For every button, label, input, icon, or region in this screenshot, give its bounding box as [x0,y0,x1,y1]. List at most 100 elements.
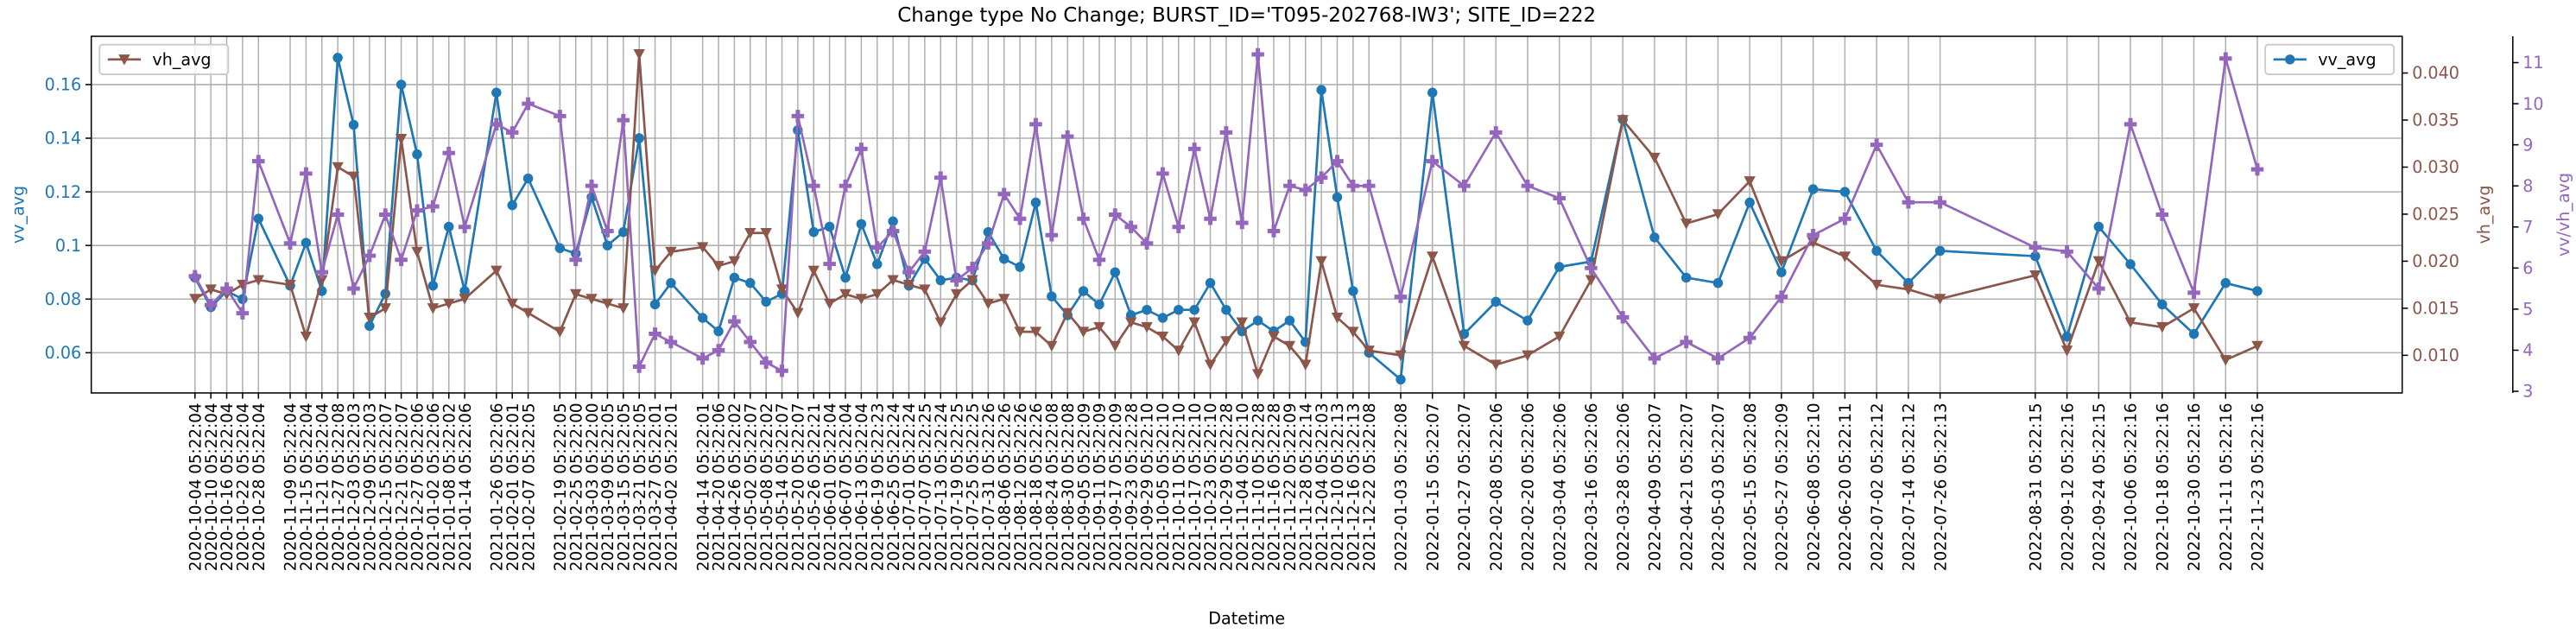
marker [1220,336,1232,347]
marker [1839,212,1851,225]
marker [1395,350,1407,362]
marker [1314,171,1328,184]
marker [522,173,534,184]
x-tick-label: 2021-12-10 05:22:13 [1329,403,1347,571]
marker [1156,167,1169,181]
marker [1744,176,1756,187]
marker [1775,290,1788,303]
marker [919,284,931,295]
marker [506,298,518,310]
x-tick-label: 2022-01-15 05:22:07 [1424,403,1442,571]
marker [1204,212,1217,225]
x-tick-label: 2020-10-28 05:22:04 [250,403,269,571]
x-tick-label: 2020-12-03 05:22:03 [345,403,364,571]
marker [491,87,502,98]
marker [1331,155,1344,168]
marker [315,265,329,279]
x-tick-label: 2022-03-04 05:22:06 [1551,403,1569,571]
marker [395,134,408,145]
marker [2219,355,2231,366]
x-tick-label: 2021-03-27 05:22:01 [647,403,665,571]
marker [427,200,440,213]
y2-tick-label: 0.020 [2412,251,2459,271]
marker [1839,187,1851,197]
marker [1426,155,1439,168]
marker [1140,237,1154,250]
x-tick-label: 2021-07-13 05:22:24 [933,403,951,571]
marker [775,284,788,295]
marker [1394,290,1408,303]
marker [1807,229,1820,242]
legend: vh_avg [98,43,230,75]
x-tick-label: 2021-10-05 05:22:10 [1155,403,1173,571]
marker [1013,212,1027,225]
marker [617,113,630,127]
marker [1219,126,1233,139]
marker [300,331,313,343]
marker [1348,286,1358,296]
marker [522,307,535,320]
marker [507,200,517,211]
y2-tick-label: 0.030 [2412,157,2459,177]
y2-tick-label: 0.040 [2412,63,2459,83]
marker [505,126,519,139]
y-tick-label: 0.1 [55,236,81,256]
marker [902,279,915,291]
y-tick-label: 0.14 [45,129,82,149]
x-tick-label: 2021-08-06 05:22:26 [996,403,1014,571]
y2-tick-label: 0.025 [2412,205,2459,225]
marker [378,208,392,221]
marker [728,256,741,268]
x-tick-label: 2021-10-11 05:22:10 [1170,403,1188,571]
marker [1775,256,1788,268]
x-tick-label: 2021-01-02 05:22:06 [425,403,443,571]
marker [1648,352,1661,365]
chart-title: Change type No Change; BURST_ID='T095-20… [897,4,1596,27]
x-tick-label: 2021-12-04 05:22:03 [1313,403,1332,571]
marker [712,344,725,357]
marker [2156,321,2168,333]
marker [634,133,644,143]
legend-box [98,43,230,75]
marker [1124,317,1137,328]
marker [2219,52,2232,66]
marker [2220,277,2231,288]
marker [1649,152,1661,164]
marker [1870,138,1883,151]
marker [760,227,772,239]
marker [998,294,1010,305]
marker [934,171,947,184]
marker [1712,277,1724,288]
marker [1427,87,1438,98]
x-tick-label: 2021-09-23 05:22:28 [1123,403,1141,571]
marker [1649,232,1660,243]
y-tick-label: 0.12 [45,182,82,202]
marker [427,281,439,291]
x-tick-label: 2021-03-21 05:22:05 [631,403,649,571]
x-tick-label: 2021-07-19 05:22:25 [948,403,966,571]
y3-tick-label: 5 [2522,300,2533,320]
x-tick-label: 2022-11-23 05:22:16 [2250,403,2268,571]
marker [712,261,725,272]
marker [2285,54,2295,65]
marker [1172,220,1186,234]
marker [1458,179,1471,193]
marker [761,296,771,307]
marker [791,110,805,123]
marker [1029,117,1042,131]
x-tick-label: 2021-08-24 05:22:08 [1044,403,1062,571]
y-axis-label: vv_avg [8,186,28,244]
marker [1047,291,1057,301]
marker [872,259,883,269]
marker [2157,299,2168,310]
marker [443,221,454,232]
marker [1870,279,1883,291]
x-tick-label: 2022-08-31 05:22:15 [2028,403,2046,571]
x-tick-label: 2020-12-21 05:22:07 [393,403,411,571]
marker [284,279,296,291]
marker [1251,48,1264,61]
marker [1015,262,1025,272]
x-tick-label: 2021-04-14 05:22:01 [694,403,712,571]
marker [759,356,773,369]
